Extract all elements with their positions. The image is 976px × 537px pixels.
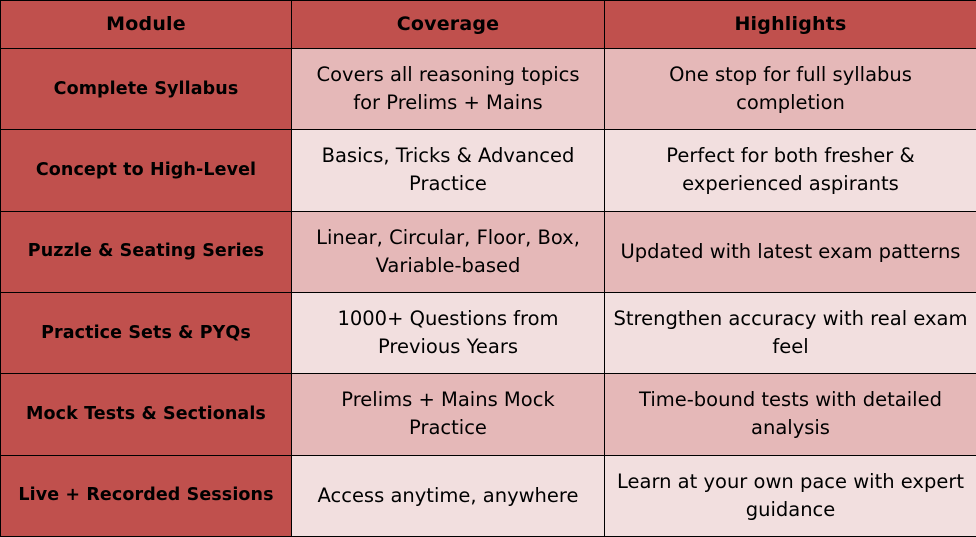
cell-module: Live + Recorded Sessions [0, 454, 292, 537]
table-body: Complete Syllabus Covers all reasoning t… [0, 47, 976, 537]
cell-coverage: Prelims + Mains Mock Practice [291, 373, 605, 456]
cell-highlights: Perfect for both fresher & experienced a… [604, 129, 976, 212]
cell-coverage: Covers all reasoning topics for Prelims … [291, 47, 605, 131]
cell-module: Practice Sets & PYQs [0, 291, 292, 375]
column-header-module: Module [0, 0, 292, 49]
cell-coverage: Basics, Tricks & Advanced Practice [291, 129, 605, 212]
table-header-row: Module Coverage Highlights [0, 0, 976, 49]
table-row: Concept to High-Level Basics, Tricks & A… [0, 129, 976, 212]
table-row: Complete Syllabus Covers all reasoning t… [0, 47, 976, 131]
column-header-highlights: Highlights [604, 0, 976, 49]
cell-module: Concept to High-Level [0, 129, 292, 212]
cell-highlights: Time-bound tests with detailed analysis [604, 373, 976, 456]
cell-highlights: Learn at your own pace with expert guida… [604, 454, 976, 537]
cell-module: Complete Syllabus [0, 47, 292, 131]
table-header: Module Coverage Highlights [0, 0, 976, 49]
column-header-coverage: Coverage [291, 0, 605, 49]
cell-highlights: Updated with latest exam patterns [604, 210, 976, 293]
table-row: Practice Sets & PYQs 1000+ Questions fro… [0, 291, 976, 375]
cell-highlights: One stop for full syllabus completion [604, 47, 976, 131]
cell-coverage: Access anytime, anywhere [291, 454, 605, 537]
table-row: Puzzle & Seating Series Linear, Circular… [0, 210, 976, 293]
table-row: Live + Recorded Sessions Access anytime,… [0, 454, 976, 537]
cell-highlights: Strengthen accuracy with real exam feel [604, 291, 976, 375]
cell-coverage: Linear, Circular, Floor, Box, Variable-b… [291, 210, 605, 293]
table-row: Mock Tests & Sectionals Prelims + Mains … [0, 373, 976, 456]
cell-module: Puzzle & Seating Series [0, 210, 292, 293]
cell-module: Mock Tests & Sectionals [0, 373, 292, 456]
cell-coverage: 1000+ Questions from Previous Years [291, 291, 605, 375]
